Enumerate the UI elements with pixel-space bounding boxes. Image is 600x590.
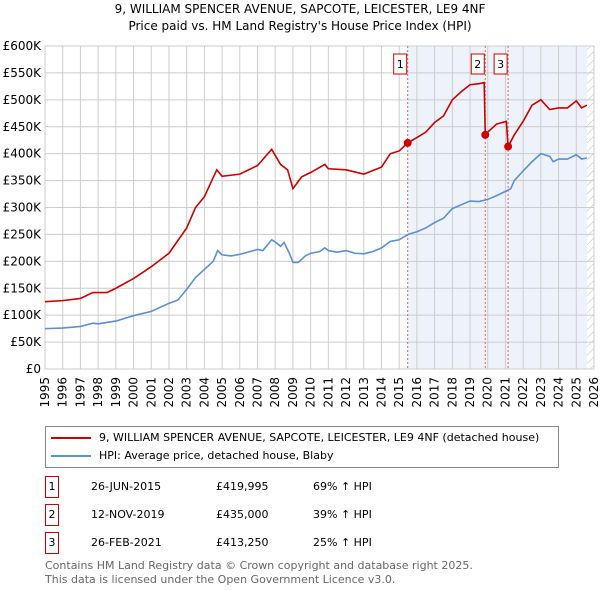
x-tick-label: 2014	[374, 377, 388, 408]
y-tick-label: £550K	[3, 66, 43, 80]
legend-swatch-hpi	[51, 455, 91, 457]
x-tick-label: 2023	[534, 377, 548, 408]
x-tick-label: 2009	[286, 377, 300, 408]
x-tick-label: 2013	[357, 377, 371, 408]
y-tick-label: £350K	[3, 174, 43, 188]
x-tick-label: 2010	[304, 377, 318, 408]
sale-hpi-diff: 69% ↑ HPI	[313, 480, 372, 493]
y-tick-label: £400K	[3, 147, 43, 161]
sale-row: 2 12-NOV-2019 £435,000 39% ↑ HPI	[45, 504, 545, 526]
x-tick-label: 2002	[162, 377, 176, 408]
x-tick-label: 1999	[109, 377, 123, 408]
sale-point	[481, 130, 490, 139]
x-tick-label: 1996	[56, 377, 70, 408]
x-tick-label: 2024	[552, 377, 566, 408]
y-tick-label: £100K	[3, 308, 43, 322]
sale-date: 26-FEB-2021	[91, 536, 162, 549]
price-chart: £0 £50K £100K £150K £200K £250K £300K £350K £400…	[3, 39, 600, 408]
sale-price: £413,250	[216, 536, 269, 549]
y-tick-label: £500K	[3, 93, 43, 107]
sale-row: 3 26-FEB-2021 £413,250 25% ↑ HPI	[45, 532, 545, 554]
sale-badge: 1	[45, 476, 59, 498]
y-tick-label: £600K	[3, 39, 43, 53]
sale-hpi-diff: 39% ↑ HPI	[313, 508, 372, 521]
property-price-line	[44, 81, 588, 303]
x-tick-label: 2026	[587, 377, 600, 408]
x-tick-label: 2006	[233, 377, 247, 408]
y-tick-label: £450K	[3, 120, 43, 134]
sale-row: 1 26-JUN-2015 £419,995 69% ↑ HPI	[45, 476, 545, 498]
sale-badge: 2	[45, 504, 59, 526]
x-tick-label: 2005	[215, 377, 229, 408]
sale-marker-box	[493, 53, 508, 75]
sale-marker-label: 3	[497, 58, 504, 71]
y-tick-label: £0	[26, 362, 41, 376]
x-tick-label: 2004	[197, 377, 211, 408]
sale-point	[403, 138, 412, 147]
sale-marker-box	[470, 53, 485, 75]
y-tick-label: £300K	[3, 201, 43, 215]
x-tick-label: 1995	[38, 377, 52, 408]
sale-marker-label: 1	[397, 58, 404, 71]
x-tick-label: 2020	[481, 377, 495, 408]
legend: 9, WILLIAM SPENCER AVENUE, SAPCOTE, LEIC…	[45, 426, 559, 468]
x-tick-label: 1998	[91, 377, 105, 408]
x-tick-label: 2000	[127, 377, 141, 408]
x-tick-label: 2001	[144, 377, 158, 408]
chart-title: 9, WILLIAM SPENCER AVENUE, SAPCOTE, LEIC…	[114, 2, 486, 16]
sale-price: £435,000	[216, 508, 269, 521]
sale-price: £419,995	[216, 480, 269, 493]
footer-line-2: This data is licensed under the Open Gov…	[45, 573, 396, 586]
x-tick-label: 2007	[251, 377, 265, 408]
x-tick-label: 2016	[410, 377, 424, 408]
sale-date: 26-JUN-2015	[91, 480, 162, 493]
x-tick-label: 2021	[498, 377, 512, 408]
sale-point	[504, 142, 513, 151]
sale-marker-box	[393, 53, 408, 75]
legend-label-hpi: HPI: Average price, detached house, Blab…	[99, 449, 334, 462]
plot-frame	[44, 45, 595, 370]
sale-badge: 3	[45, 532, 59, 554]
hpi-line	[44, 152, 588, 330]
x-tick-label: 2008	[268, 377, 282, 408]
sale-date: 12-NOV-2019	[91, 508, 165, 521]
x-tick-label: 2017	[428, 377, 442, 408]
x-tick-label: 2003	[180, 377, 194, 408]
y-tick-label: £150K	[3, 281, 43, 295]
y-tick-label: £250K	[3, 227, 43, 241]
y-tick-label: £200K	[3, 254, 43, 268]
sale-marker-label: 2	[474, 58, 481, 71]
x-tick-label: 2019	[463, 377, 477, 408]
x-tick-label: 1997	[73, 377, 87, 408]
sale-hpi-diff: 25% ↑ HPI	[313, 536, 372, 549]
chart-subtitle: Price paid vs. HM Land Registry's House …	[128, 19, 472, 33]
x-tick-label: 2011	[321, 377, 335, 408]
x-tick-label: 2022	[516, 377, 530, 408]
footer-line-1: Contains HM Land Registry data © Crown c…	[45, 559, 473, 572]
x-tick-label: 2025	[569, 377, 583, 408]
legend-label-property: 9, WILLIAM SPENCER AVENUE, SAPCOTE, LEIC…	[99, 431, 540, 444]
legend-swatch-property	[51, 437, 91, 439]
y-tick-label: £50K	[10, 335, 42, 349]
x-tick-label: 2015	[392, 377, 406, 408]
x-tick-label: 2012	[339, 377, 353, 408]
x-tick-label: 2018	[445, 377, 459, 408]
